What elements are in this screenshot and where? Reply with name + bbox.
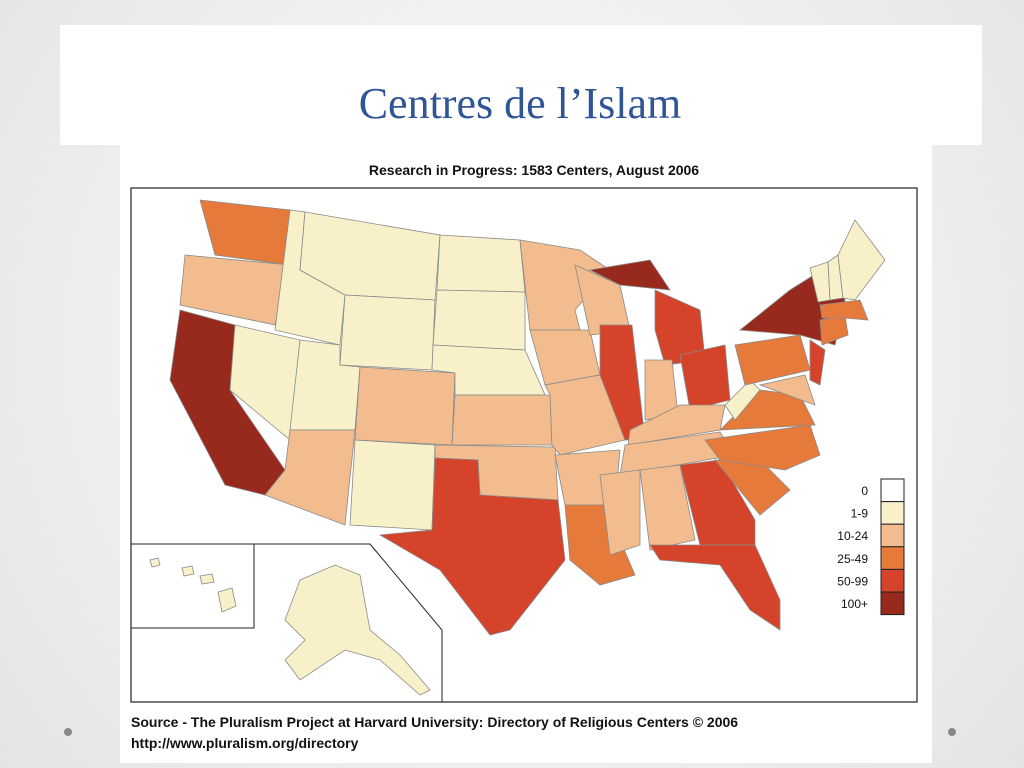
source-url: http://www.pluralism.org/directory bbox=[131, 735, 359, 751]
title-box bbox=[60, 25, 982, 145]
legend-label: 1-9 bbox=[851, 507, 869, 521]
state bbox=[758, 374, 816, 406]
state bbox=[627, 404, 726, 446]
state bbox=[451, 394, 553, 446]
legend-label: 25-49 bbox=[837, 552, 868, 566]
state bbox=[199, 573, 215, 585]
state bbox=[264, 429, 356, 526]
legend-label: 100+ bbox=[841, 597, 868, 611]
map-title: Research in Progress: 1583 Centers, Augu… bbox=[369, 162, 699, 178]
state bbox=[649, 544, 781, 631]
legend-swatch bbox=[880, 546, 905, 570]
state bbox=[809, 339, 826, 386]
state bbox=[349, 439, 436, 531]
bullet bbox=[948, 728, 956, 736]
legend-swatch bbox=[880, 591, 905, 616]
legend-label: 10-24 bbox=[837, 529, 868, 543]
legend-swatch bbox=[880, 501, 905, 525]
legend-swatch bbox=[880, 523, 905, 548]
state bbox=[837, 219, 886, 301]
state bbox=[354, 366, 456, 446]
state bbox=[339, 294, 436, 371]
state bbox=[588, 259, 671, 291]
alaska-inset bbox=[131, 543, 443, 702]
legend-swatch bbox=[880, 568, 905, 593]
legend-label: 50-99 bbox=[837, 574, 868, 588]
legend-label: 0 bbox=[861, 484, 868, 498]
state bbox=[819, 299, 869, 321]
state bbox=[599, 469, 641, 556]
state bbox=[432, 289, 526, 351]
state bbox=[704, 424, 821, 471]
state bbox=[149, 557, 161, 568]
state bbox=[284, 564, 431, 696]
bullet bbox=[64, 728, 72, 736]
state bbox=[724, 379, 761, 421]
legend-swatch bbox=[880, 478, 905, 503]
slide-title: Centres de l’Islam bbox=[359, 79, 682, 128]
state bbox=[181, 565, 195, 577]
legend: 0 1-9 10-24 25-49 50-99 100+ bbox=[837, 478, 905, 616]
state bbox=[679, 459, 756, 546]
state bbox=[179, 254, 291, 326]
state bbox=[378, 457, 566, 636]
state bbox=[639, 464, 696, 551]
map-frame bbox=[130, 187, 918, 703]
source: Source - The Pluralism Project at Harvar… bbox=[131, 714, 738, 730]
state bbox=[436, 234, 526, 293]
state bbox=[217, 587, 237, 613]
states bbox=[149, 199, 886, 696]
